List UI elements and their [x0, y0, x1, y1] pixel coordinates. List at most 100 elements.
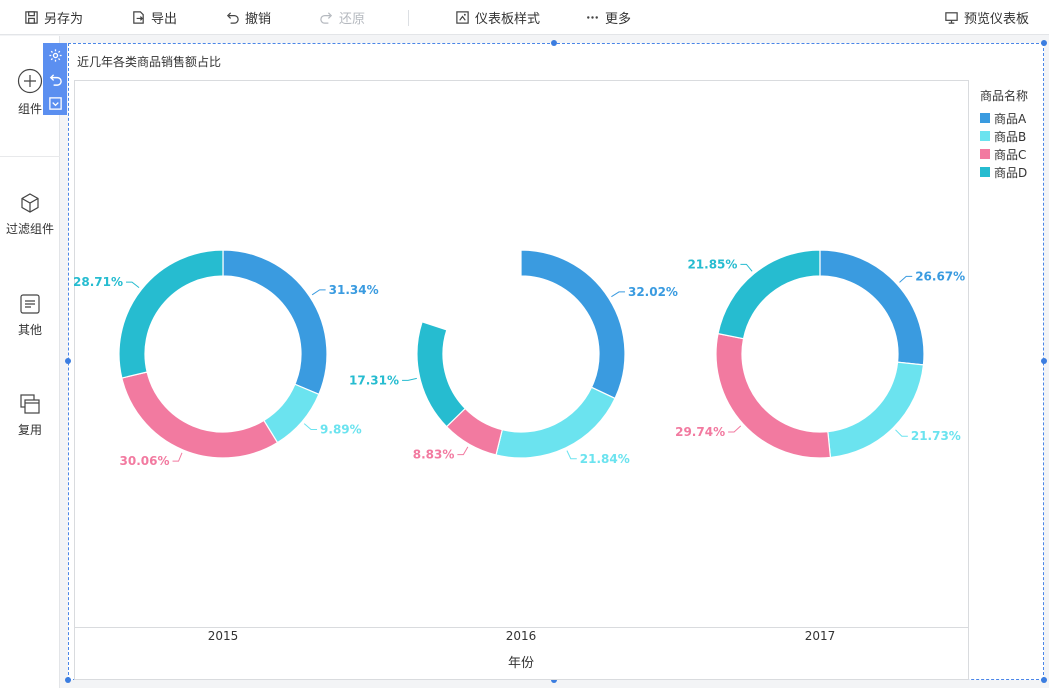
label-leader-line	[125, 281, 140, 289]
donut-segment-2017-3[interactable]	[715, 332, 832, 459]
legend-swatch	[980, 113, 990, 123]
label-leader-line	[895, 429, 908, 437]
preview-dashboard-button[interactable]: 预览仪表板	[944, 0, 1029, 35]
save-as-label: 另存为	[44, 12, 84, 27]
resize-handle-bottom-right[interactable]	[1041, 677, 1047, 683]
resize-handle-bottom-left[interactable]	[65, 677, 71, 683]
donut-chart-svg: 31.34% 9.89% 30.06% 28.71% 32.02% 21.84% 8.83%…	[74, 249, 965, 468]
copy-window-icon	[20, 394, 40, 414]
monitor-icon	[945, 12, 958, 24]
other-label: 其他	[17, 323, 42, 337]
plot-area	[74, 80, 969, 680]
dashboard-style-button[interactable]: 仪表板样式	[455, 0, 540, 35]
other-button[interactable]: 其他	[0, 293, 60, 338]
legend-swatch	[980, 131, 990, 141]
legend-item-product-c[interactable]: 商品C	[980, 145, 1028, 163]
redo-button[interactable]: 还原	[319, 0, 365, 35]
data-label-2016-1: 32.02%	[628, 285, 678, 299]
save-as-button[interactable]: 另存为	[24, 0, 83, 35]
redo-label: 还原	[339, 12, 366, 27]
undo-icon	[226, 12, 239, 24]
x-tick-label-2016: 2016	[505, 629, 537, 643]
label-leader-line	[457, 446, 469, 456]
more-label: 更多	[605, 12, 632, 27]
filter-component-label: 过滤组件	[5, 222, 54, 236]
legend-item-product-a[interactable]: 商品A	[980, 109, 1028, 127]
donut-segment-2017-4[interactable]	[717, 249, 821, 340]
export-label: 导出	[151, 12, 178, 27]
donut-segment-2016-4[interactable]	[416, 321, 467, 428]
data-label-2015-2: 9.89%	[320, 423, 362, 437]
filter-component-button[interactable]: 过滤组件	[0, 192, 60, 237]
undo-icon	[49, 73, 62, 86]
label-leader-line	[402, 377, 417, 381]
donut-segment-2016-2[interactable]	[495, 386, 616, 459]
gear-icon	[48, 48, 62, 62]
legend-item-product-b[interactable]: 商品B	[980, 127, 1028, 145]
export-button[interactable]: 导出	[131, 0, 177, 35]
data-label-2017-2: 21.73%	[911, 429, 961, 443]
export-icon	[133, 11, 144, 24]
redo-icon	[320, 12, 333, 24]
data-label-2016-4: 17.31%	[349, 373, 399, 387]
legend-swatch	[980, 149, 990, 159]
legend-item-product-d[interactable]: 商品D	[980, 163, 1028, 181]
resize-handle-bottom[interactable]	[551, 677, 557, 683]
data-label-2015-3: 30.06%	[120, 454, 170, 468]
x-tick-label-2017: 2017	[804, 629, 836, 643]
dashboard-style-icon	[456, 11, 469, 24]
data-label-2015-4: 28.71%	[74, 275, 123, 289]
label-leader-line	[303, 423, 318, 431]
chevron-down-box-icon	[48, 96, 62, 110]
legend-title: 商品名称	[980, 89, 1029, 103]
donut-segment-2015-3[interactable]	[121, 371, 279, 459]
legend-swatch	[980, 167, 990, 177]
undo-label: 撤销	[245, 12, 272, 27]
component-label: 组件	[17, 102, 42, 116]
toolbar-divider	[408, 10, 409, 26]
label-leader-line	[899, 275, 913, 283]
label-leader-line	[172, 452, 183, 462]
x-axis-line	[74, 627, 969, 628]
resize-handle-top-right[interactable]	[1041, 40, 1047, 46]
more-button[interactable]: 更多	[585, 0, 631, 35]
data-label-2017-3: 29.74%	[675, 425, 725, 439]
more-icon	[587, 16, 598, 19]
label-leader-line	[728, 425, 742, 433]
component-button[interactable]: 组件	[0, 68, 60, 117]
widget-side-toolbar	[43, 43, 67, 115]
data-label-2017-4: 21.85%	[687, 257, 737, 271]
legend-label: 商品A	[994, 111, 1027, 126]
undo-button[interactable]: 撤销	[225, 0, 271, 35]
resize-handle-right[interactable]	[1041, 358, 1047, 364]
widget-settings-button[interactable]	[43, 43, 67, 67]
resize-handle-left[interactable]	[65, 358, 71, 364]
label-leader-line	[311, 289, 326, 296]
left-panel-divider	[0, 156, 60, 157]
add-circle-icon	[17, 68, 43, 94]
widget-dropdown-button[interactable]	[43, 91, 67, 115]
cube-icon	[21, 193, 39, 213]
donut-segment-2015-1[interactable]	[222, 249, 328, 396]
widget-undo-button[interactable]	[43, 67, 67, 91]
data-label-2017-1: 26.67%	[915, 269, 965, 283]
legend-label: 商品C	[994, 147, 1027, 162]
x-axis-title: 年份	[507, 656, 535, 671]
donut-segment-2017-1[interactable]	[819, 249, 925, 366]
widget-title: 近几年各类商品销售额占比	[77, 55, 222, 69]
label-leader-line	[740, 263, 753, 272]
legend-label: 商品B	[994, 129, 1027, 144]
resize-handle-top[interactable]	[551, 40, 557, 46]
label-leader-line	[566, 450, 577, 460]
document-lines-icon	[20, 294, 40, 314]
reuse-label: 复用	[17, 423, 42, 437]
data-label-2016-3: 8.83%	[413, 448, 455, 462]
left-panel: 组件 过滤组件 其他 复用	[0, 36, 60, 688]
reuse-button[interactable]: 复用	[0, 393, 60, 438]
donut-segment-2017-2[interactable]	[827, 361, 925, 459]
x-tick-label-2015: 2015	[207, 629, 239, 643]
data-label-2015-1: 31.34%	[329, 283, 379, 297]
legend-label: 商品D	[994, 165, 1028, 180]
donut-segment-2015-4[interactable]	[118, 249, 224, 379]
donut-segment-2016-1[interactable]	[520, 249, 626, 400]
